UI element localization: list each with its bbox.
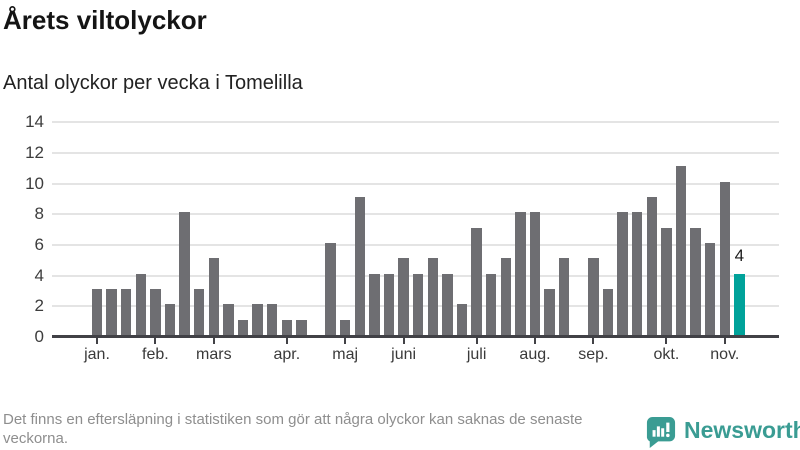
month-tick-sep [592,338,595,344]
bar-week-17 [325,243,336,335]
month-label-aug: aug. [519,346,551,363]
brand-name: Newsworthy [684,417,800,443]
bar-week-18 [339,319,351,335]
bar-week-9 [208,258,220,335]
bar-week-11 [237,319,249,335]
bar-week-25 [442,273,453,335]
chart-subtitle: Antal olyckor per vecka i Tomelilla [3,72,303,94]
newsworthy-bubble-chart-icon [646,417,676,448]
gridline-y-12 [52,152,779,155]
bar-week-30 [515,212,526,335]
page-title: Årets viltolyckor [3,5,207,35]
month-label-mars: mars [196,346,232,363]
month-tick-juli [475,338,478,344]
gridline-y-8 [52,213,779,216]
month-label-okt: okt. [653,346,680,363]
ytick-label-14: 14 [25,112,44,132]
bar-week-45 [734,273,745,335]
bar-week-22 [398,258,409,335]
month-tick-jan [96,338,98,344]
bar-week-26 [456,304,468,335]
bar-week-40 [661,227,672,335]
month-tick-nov [723,338,726,344]
bar-week-35 [588,258,599,335]
bar-week-27 [471,227,482,335]
month-tick-okt [665,338,668,344]
ytick-label-6: 6 [34,235,44,255]
bar-week-15 [296,319,307,335]
month-label-nov: nov. [710,346,740,363]
ytick-label-4: 4 [34,265,44,285]
bar-week-28 [485,273,497,335]
bar-week-29 [500,258,512,335]
bar-week-23 [412,273,424,335]
bar-week-10 [223,304,234,335]
bar-week-2 [106,289,117,335]
bar-week-42 [690,227,701,335]
bar-week-24 [427,258,439,335]
month-label-juni: juni [391,346,417,363]
bar-week-6 [164,304,176,335]
bar-week-37 [617,212,628,335]
month-label-jan: jan. [84,346,110,363]
bar-week-36 [602,289,614,335]
bar-week-4 [135,273,147,335]
bar-week-44 [719,181,731,335]
month-label-feb: feb. [142,346,169,363]
bar-week-33 [558,258,570,335]
bar-week-1 [91,289,103,335]
month-tick-aug [534,338,536,344]
bar-week-21 [383,273,395,335]
gridline-y-6 [52,244,779,247]
footnote: Det finns en eftersläpning i statistiken… [3,411,583,447]
month-label-apr: apr. [273,346,301,363]
bar-week-43 [704,243,716,335]
bar-week-12 [252,304,263,335]
bar-week-41 [675,166,687,335]
bar-week-39 [646,197,658,335]
month-label-maj: maj [332,346,359,363]
month-tick-mars [212,338,215,344]
ytick-label-8: 8 [34,204,44,224]
month-tick-feb [154,338,157,344]
ytick-label-10: 10 [25,173,44,193]
bar-week-5 [150,289,161,335]
bar-week-38 [631,212,643,335]
month-tick-apr [285,338,288,344]
bar-week-13 [266,304,278,335]
newsworthy-logo: Newsworthy [646,415,800,448]
month-tick-maj [344,338,347,344]
bar-week-3 [120,289,132,335]
bar-week-14 [281,319,293,335]
bar-week-20 [369,273,380,335]
bar-week-32 [544,289,555,335]
x-axis [52,335,779,338]
bar-week-7 [179,212,190,335]
month-tick-juni [402,338,405,344]
gridline-y-10 [52,182,779,185]
ytick-label-12: 12 [25,143,44,163]
highlight-value-label: 4 [734,245,745,265]
ytick-label-0: 0 [34,327,44,346]
gridline-y-14 [52,121,779,124]
bar-week-31 [529,212,541,335]
bar-week-19 [354,197,366,335]
bar-week-8 [193,289,205,335]
month-label-sep: sep. [578,346,609,363]
ytick-label-2: 2 [34,296,44,316]
month-label-juli: juli [466,346,487,363]
